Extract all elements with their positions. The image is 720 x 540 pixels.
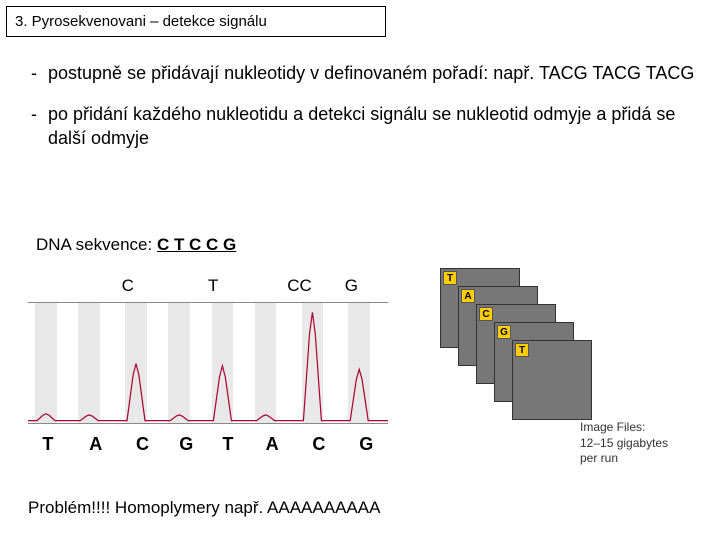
bullet-list: - postupně se přidávají nukleotidy v def… (20, 62, 700, 168)
image-tile: T (512, 340, 592, 420)
chart-bottom-label: A (89, 434, 102, 455)
image-tile-tag: C (479, 307, 493, 321)
image-tile-tag: T (443, 271, 457, 285)
problem-prefix: Problém!!!! (28, 498, 110, 517)
pyrogram-plot (28, 302, 388, 424)
image-tile-tag: A (461, 289, 475, 303)
chart-top-labels: C T CC G (28, 276, 388, 300)
pyrogram-chart: C T CC G T A C G T A C G (28, 276, 388, 456)
dna-sequence: C T C C G (157, 235, 236, 254)
caption-line: per run (580, 451, 710, 467)
caption-line: 12–15 gigabytes (580, 436, 710, 452)
pyrogram-trace (28, 303, 388, 423)
chart-bottom-label: C (136, 434, 149, 455)
bullet-item: - po přidání každého nukleotidu a detekc… (20, 103, 700, 150)
bullet-text: postupně se přidávají nukleotidy v defin… (48, 62, 700, 85)
chart-bottom-label: T (42, 434, 53, 455)
problem-line: Problém!!!! Homoplymery např. AAAAAAAAAA (28, 498, 380, 518)
bullet-text: po přidání každého nukleotidu a detekci … (48, 103, 700, 150)
chart-bottom-label: C (312, 434, 325, 455)
chart-bottom-label: G (359, 434, 373, 455)
problem-rest: Homoplymery např. AAAAAAAAAA (110, 498, 380, 517)
chart-bottom-labels: TACGTACG (28, 434, 388, 456)
chart-top-label: G (345, 276, 358, 296)
bullet-dash: - (20, 103, 48, 150)
dna-sequence-line: DNA sekvence: C T C C G (36, 235, 236, 255)
chart-bottom-label: A (266, 434, 279, 455)
image-tiles-stack: TACGT (440, 268, 620, 418)
slide-title: 3. Pyrosekvenovani – detekce signálu (15, 13, 267, 30)
chart-top-label: CC (287, 276, 312, 296)
chart-top-label: T (208, 276, 218, 296)
chart-top-label: C (122, 276, 134, 296)
chart-bottom-label: G (179, 434, 193, 455)
image-caption: Image Files: 12–15 gigabytes per run (580, 420, 710, 467)
bullet-item: - postupně se přidávají nukleotidy v def… (20, 62, 700, 85)
chart-bottom-label: T (222, 434, 233, 455)
bullet-dash: - (20, 62, 48, 85)
caption-line: Image Files: (580, 420, 710, 436)
image-tile-tag: T (515, 343, 529, 357)
slide-title-box: 3. Pyrosekvenovani – detekce signálu (6, 6, 386, 37)
dna-label: DNA sekvence: (36, 235, 157, 254)
image-tile-tag: G (497, 325, 511, 339)
